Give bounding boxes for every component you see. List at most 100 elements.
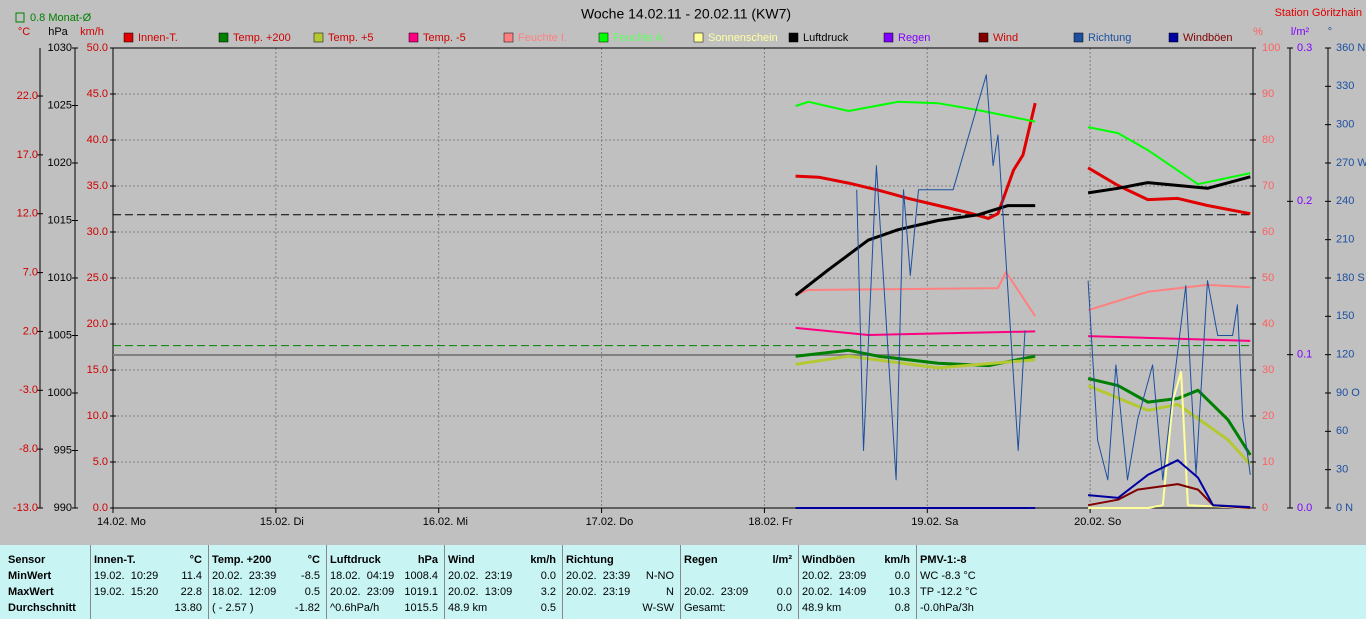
legend-label: Feuchte I. [518, 32, 567, 44]
y-tick-label: 60 [1262, 226, 1274, 238]
legend-swatch [503, 32, 514, 43]
x-tick-label: 14.02. Mo [97, 516, 146, 528]
cell-right: 1015.5 [404, 602, 438, 614]
axis-label: °C [18, 26, 30, 38]
column-separator [798, 545, 799, 619]
cell-left: TP -12.2 °C [920, 586, 978, 598]
cell-left: 19.02. 10:29 [94, 570, 159, 582]
cell-left: 20.02. 23:19 [566, 586, 631, 598]
column-unit: km/h [530, 554, 556, 566]
y-tick-label: 150 [1336, 310, 1354, 322]
cell-right: 0.8 [894, 602, 910, 614]
cell-left: Gesamt: [684, 602, 726, 614]
cell-left: 18.02. 12:09 [212, 586, 277, 598]
column-header: Luftdruck [330, 554, 381, 566]
y-tick-label: 300 [1336, 119, 1354, 131]
cell-left: 20.02. 14:09 [802, 586, 867, 598]
y-tick-label: 1010 [48, 272, 72, 284]
y-tick-label: -13.0 [13, 502, 38, 514]
y-tick-label: 20.0 [87, 318, 108, 330]
legend-swatch [408, 32, 419, 43]
y-tick-label: 0 N [1336, 502, 1353, 514]
x-tick-label: 16.02. Mi [423, 516, 468, 528]
y-tick-label: 100 [1262, 42, 1280, 54]
y-tick-label: 10.0 [87, 410, 108, 422]
series-line [795, 483, 1251, 509]
cell-left: ^0.6hPa/h [330, 602, 380, 614]
x-tick-label: 17.02. Do [586, 516, 634, 528]
series-line [856, 74, 1251, 481]
cell-right: N [666, 586, 674, 598]
column-separator [326, 545, 327, 619]
column-header: Innen-T. [94, 554, 136, 566]
legend-label: Temp. +5 [328, 32, 374, 44]
axis-label: l/m² [1291, 26, 1310, 38]
y-tick-label: 5.0 [93, 456, 108, 468]
cell-left: ( - 2.57 ) [212, 602, 254, 614]
column-separator [90, 545, 91, 619]
column-unit: °C [307, 554, 320, 566]
column-unit: l/m² [772, 554, 792, 566]
series-line [795, 459, 1251, 509]
average-icon [15, 12, 25, 23]
cell-right: 3.2 [540, 586, 556, 598]
legend-label: Temp. +200 [233, 32, 291, 44]
y-tick-label: -3.0 [19, 384, 38, 396]
y-tick-label: 1015 [48, 214, 72, 226]
legend-label: Sonnenschein [708, 32, 778, 44]
y-tick-label: 330 [1336, 80, 1354, 92]
y-tick-label: 45.0 [87, 88, 108, 100]
y-tick-label: 30 [1262, 364, 1274, 376]
x-tick-label: 15.02. Di [260, 516, 304, 528]
cell-right: 10.3 [888, 586, 910, 598]
cell-right: 1019.1 [404, 586, 438, 598]
y-tick-label: 15.0 [87, 364, 108, 376]
cell-right: -8.5 [301, 570, 320, 582]
y-tick-label: 1030 [48, 42, 72, 54]
cell-left: 20.02. 23:09 [802, 570, 867, 582]
series-line [795, 326, 1251, 342]
column-separator [444, 545, 445, 619]
column-unit: °C [189, 554, 202, 566]
series-line [795, 102, 1251, 220]
cell-right: 0.5 [304, 586, 320, 598]
legend-swatch [1073, 32, 1084, 43]
cell-right: W-SW [642, 602, 674, 614]
y-tick-label: 1005 [48, 329, 72, 341]
y-tick-label: 1020 [48, 157, 72, 169]
y-tick-label: 12.0 [17, 208, 38, 220]
x-tick-label: 20.02. So [1074, 516, 1121, 528]
y-tick-label: 80 [1262, 134, 1274, 146]
y-tick-label: 30.0 [87, 226, 108, 238]
y-tick-label: 210 [1336, 234, 1354, 246]
legend-swatch [1168, 32, 1179, 43]
cell-right: 0.0 [894, 570, 910, 582]
cell-left: 20.02. 23:09 [330, 586, 395, 598]
row-label: Sensor [8, 554, 46, 566]
series-line [795, 354, 1252, 466]
axis-label: hPa [48, 26, 68, 38]
legend-label: Temp. -5 [423, 32, 466, 44]
y-tick-label: 0.2 [1297, 195, 1312, 207]
column-header: Temp. +200 [212, 554, 272, 566]
chart-title: Woche 14.02.11 - 20.02.11 (KW7) [581, 6, 791, 22]
y-tick-label: 0.0 [1297, 502, 1312, 514]
y-tick-label: 1000 [48, 387, 72, 399]
station-name: Station Göritzhain [1275, 7, 1362, 19]
cell-right: 1008.4 [404, 570, 438, 582]
cell-left: WC -8.3 °C [920, 570, 976, 582]
y-tick-label: 17.0 [17, 149, 38, 161]
row-label: MaxWert [8, 586, 54, 598]
y-tick-label: 0 [1262, 502, 1268, 514]
y-tick-label: -8.0 [19, 443, 38, 455]
cell-right: 0.0 [776, 586, 792, 598]
y-tick-label: 270 W [1336, 157, 1366, 169]
y-tick-label: 70 [1262, 180, 1274, 192]
row-label: Durchschnitt [8, 602, 76, 614]
column-header: PMV-1:-8 [920, 554, 967, 566]
cell-left: 20.02. 23:39 [212, 570, 277, 582]
y-tick-label: 90 O [1336, 387, 1360, 399]
cell-right: 0.5 [540, 602, 556, 614]
axis-label: ° [1328, 26, 1332, 38]
